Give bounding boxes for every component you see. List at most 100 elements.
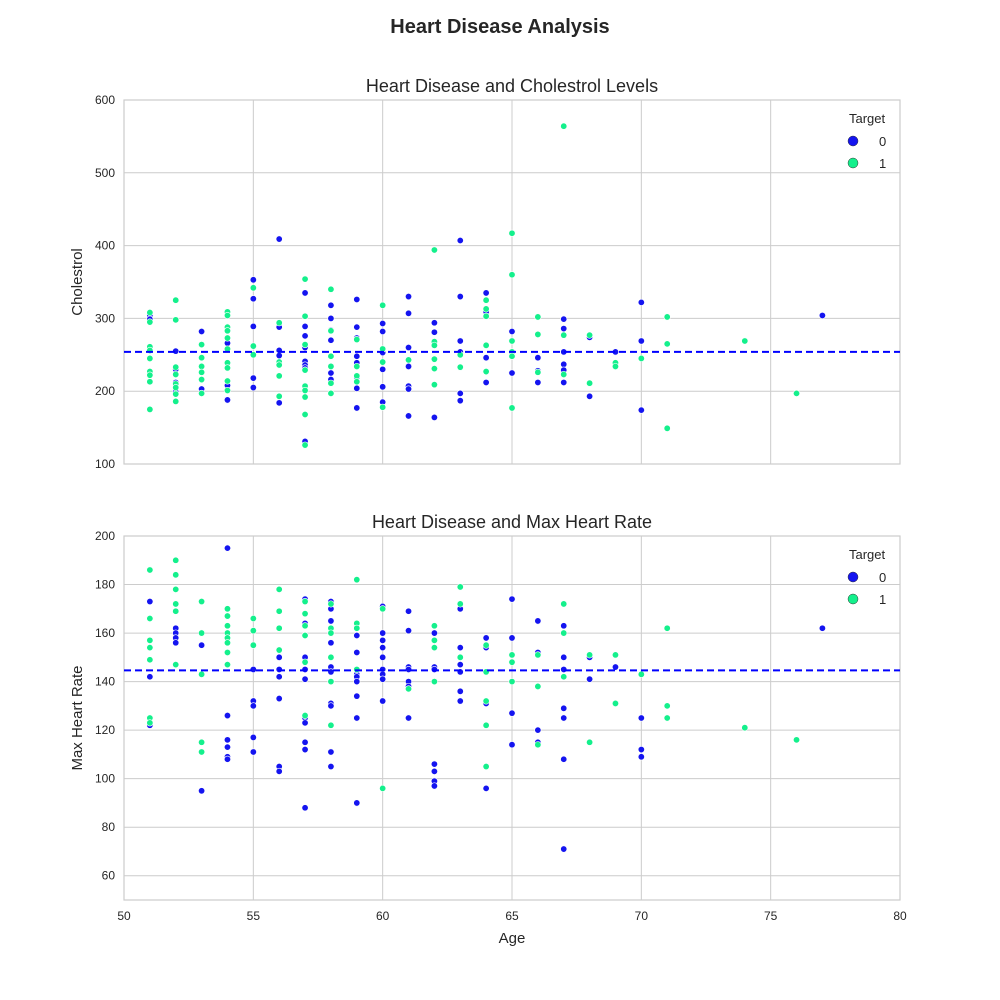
data-point [198,598,206,606]
data-point [405,356,413,364]
data-point [430,328,438,336]
data-point [353,323,361,331]
data-point [430,636,438,644]
data-point [379,383,387,391]
data-point [353,692,361,700]
data-point [379,358,387,366]
data-point [379,653,387,661]
data-point [249,627,257,635]
data-point [482,721,490,729]
data-point [223,743,231,751]
data-point [146,598,154,606]
data-point [611,362,619,370]
data-point [611,663,619,671]
data-point [146,566,154,574]
data-point [560,360,568,368]
data-point [534,651,542,659]
plot-frame [123,99,901,465]
data-point [146,371,154,379]
y-tick-label: 200 [95,529,115,543]
data-point [223,736,231,744]
data-point [379,697,387,705]
data-point [146,318,154,326]
data-point [353,631,361,639]
data-point [637,298,645,306]
data-point [198,368,206,376]
data-point [405,344,413,352]
data-point [482,289,490,297]
data-point [275,372,283,380]
data-point [172,585,180,593]
data-point [198,328,206,336]
legend-marker [847,135,859,147]
data-point [146,644,154,652]
data-point [275,319,283,327]
data-point [353,624,361,632]
legend-title: Target [849,547,886,562]
y-tick-label: 100 [95,457,115,471]
data-point [223,648,231,656]
legend-label: 0 [879,570,886,585]
data-point [793,389,801,397]
data-point [456,697,464,705]
data-point [327,763,335,771]
data-point [327,301,335,309]
data-point [249,733,257,741]
data-point [663,714,671,722]
data-point [456,337,464,345]
data-point [741,337,749,345]
data-point [534,368,542,376]
legend-title: Target [849,111,886,126]
data-point [405,362,413,370]
data-point [223,612,231,620]
data-point [327,721,335,729]
data-point [508,229,516,237]
data-point [534,354,542,362]
data-point [327,617,335,625]
chart-panel-2: 60 80 100 120 140 160 180 200 50 55 60 65 70 75 80 Hear… [69,512,907,947]
legend: Target 0 1 [847,547,886,607]
data-point [327,629,335,637]
data-point [482,763,490,771]
data-point [405,412,413,420]
data-point [353,714,361,722]
x-tick-label: 50 [117,909,131,923]
data-point [482,784,490,792]
data-point [482,641,490,649]
data-point [430,629,438,637]
subplot-title: Heart Disease and Cholestrol Levels [366,76,658,96]
data-point [327,668,335,676]
data-point [818,311,826,319]
data-point [275,646,283,654]
chart-panel-1: 100 200 300 400 500 600 Heart Disease and Chol… [69,76,901,471]
data-point [405,607,413,615]
data-point [249,295,257,303]
data-point [275,399,283,407]
data-point [223,755,231,763]
data-point [223,622,231,630]
data-point [379,629,387,637]
data-point [301,410,309,418]
data-point [430,678,438,686]
data-point [637,354,645,362]
data-point [301,393,309,401]
data-point [353,378,361,386]
data-point [560,331,568,339]
data-point [249,374,257,382]
data-point [482,378,490,386]
data-point [508,271,516,279]
y-tick-label: 180 [95,578,115,592]
legend-label: 1 [879,592,886,607]
data-point [430,644,438,652]
data-point [172,296,180,304]
y-tick-label: 300 [95,311,115,325]
x-tick-label: 60 [376,909,390,923]
data-point [172,661,180,669]
data-point [482,296,490,304]
data-point [146,636,154,644]
data-point [637,337,645,345]
data-point [275,767,283,775]
data-point [456,293,464,301]
data-point [327,362,335,370]
data-point [482,341,490,349]
